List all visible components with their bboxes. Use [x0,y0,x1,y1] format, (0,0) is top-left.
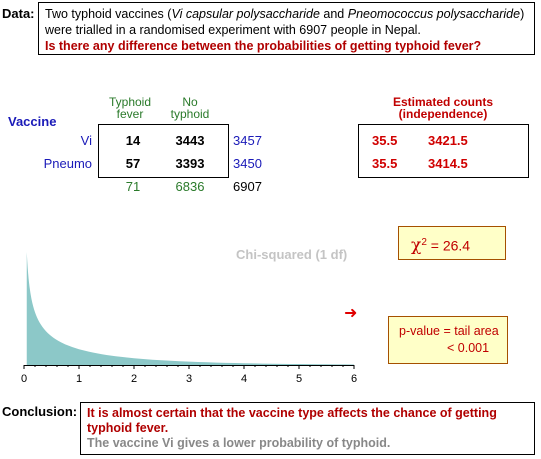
estimated-counts-table [358,124,529,178]
est-vi-no-typhoid: 3421.5 [428,133,468,148]
col-total-typhoid: 71 [125,179,141,194]
chi-symbol: χ [411,235,422,256]
chi-value: = 26.4 [426,237,471,254]
data-label: Data: [2,6,35,21]
x-axis-ticks: 0 1 2 3 4 5 6 [21,365,357,385]
plot-title: Chi-squared (1 df) [236,247,348,262]
data-question: Is there any difference between the prob… [45,39,482,53]
estimated-title-line: (independence) [398,107,488,121]
vaccine-b-name: Pneomococcus polysaccharide [347,7,521,21]
est-pneumo-no-typhoid: 3414.5 [428,156,468,171]
vaccine-a-name: Vi capsular polysaccharide [171,7,320,21]
conclusion-main: It is almost certain that the vaccine ty… [87,406,497,435]
contingency-table [98,124,229,178]
data-desc-part: ) were trialled in a randomised experime… [45,7,525,37]
p-value-box: p-value = tail area < 0.001 [388,316,508,364]
x-tick-label: 3 [186,373,192,385]
col-header-line: fever [116,107,144,121]
chi-superscript: 2 [421,237,427,248]
p-value-label: p-value = tail area [399,324,499,338]
row-label-pneumo: Pneumo [43,156,92,171]
x-tick-label: 5 [296,373,302,385]
conclusion-sub: The vaccine Vi gives a lower probability… [87,436,391,450]
cell-vi-no-typhoid: 3443 [175,133,205,148]
data-desc-part: and [319,7,348,21]
chi-squared-density-chart: 0 1 2 3 4 5 6 [21,252,357,385]
estimated-counts-title: Estimated counts (independence) [355,96,531,120]
conclusion-label: Conclusion: [2,404,78,419]
col-header-line: typhoid [170,107,210,121]
row-header-vaccine: Vaccine [8,114,57,129]
p-value-result: < 0.001 [447,341,490,355]
arrow-right-icon: ➜ [344,305,358,322]
cell-vi-typhoid: 14 [125,133,141,148]
x-tick-label: 4 [241,373,247,385]
estimated-title-line: Estimated counts [392,95,494,109]
est-vi-typhoid: 35.5 [372,133,398,148]
conclusion-box: It is almost certain that the vaccine ty… [80,402,535,455]
col-header-line: No [182,95,198,109]
x-tick-label: 6 [351,373,357,385]
chi-squared-statistic: χ2 = 26.4 [398,226,506,260]
data-description-box: Two typhoid vaccines (Vi capsular polysa… [38,2,535,55]
cell-pneumo-no-typhoid: 3393 [175,156,205,171]
col-header-no-typhoid: No typhoid [160,96,220,120]
grand-total: 6907 [233,179,262,194]
x-tick-label: 2 [131,373,137,385]
density-area [26,252,354,365]
cell-pneumo-typhoid: 57 [125,156,141,171]
col-total-no-typhoid: 6836 [175,179,205,194]
row-total-pneumo: 3450 [233,156,262,171]
row-label-vi: Vi [80,133,92,148]
row-total-vi: 3457 [233,133,262,148]
data-desc-part: Two typhoid vaccines ( [45,7,172,21]
x-tick-label: 1 [76,373,82,385]
col-header-typhoid: Typhoid fever [100,96,160,120]
est-pneumo-typhoid: 35.5 [372,156,398,171]
col-header-line: Typhoid [108,95,152,109]
x-tick-label: 0 [21,373,27,385]
